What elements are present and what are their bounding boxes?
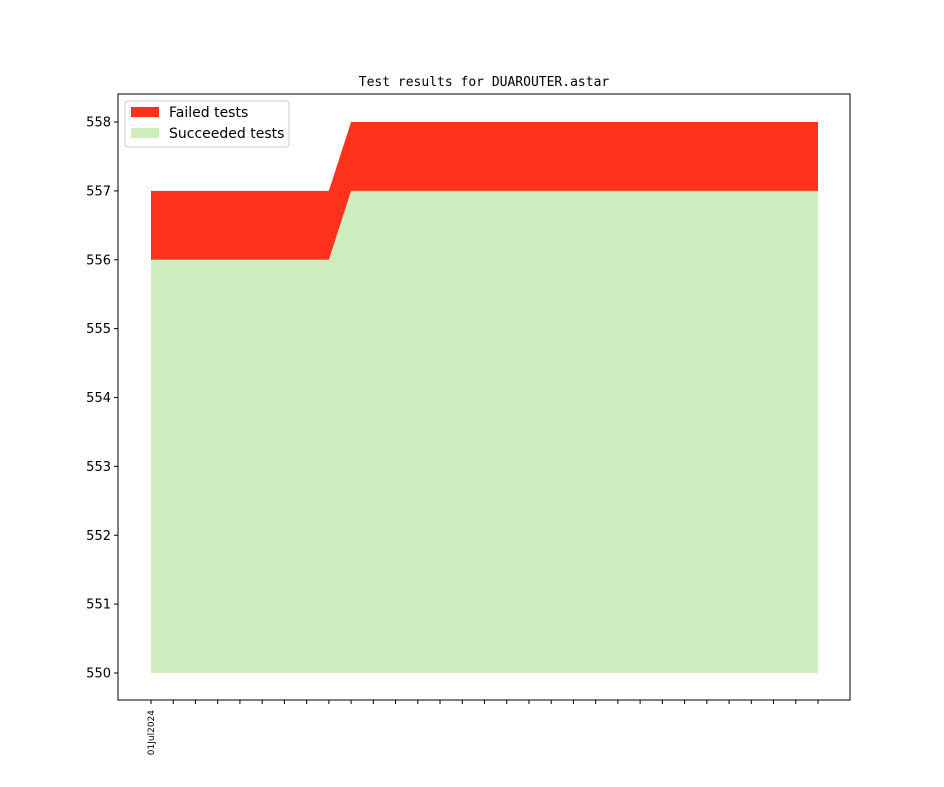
y-axis: 550 551 552 553 554 555 556 557 558 (86, 116, 118, 682)
y-tick-label: 551 (86, 598, 111, 613)
y-tick-label: 558 (86, 116, 111, 131)
y-tick-label: 554 (86, 391, 111, 406)
legend-label-succeeded: Succeeded tests (169, 126, 284, 142)
y-tick-label: 555 (86, 322, 111, 337)
y-tick-label: 552 (86, 529, 111, 544)
y-tick-label: 553 (86, 460, 111, 475)
legend: Failed tests Succeeded tests (124, 100, 290, 148)
legend-box (124, 100, 290, 148)
y-tick-label: 556 (86, 253, 111, 268)
y-tick-label: 557 (86, 184, 111, 199)
x-axis: 01Jul2024 (147, 700, 819, 755)
legend-swatch-succeeded (131, 128, 159, 138)
x-tick-label: 01Jul2024 (147, 710, 157, 755)
legend-label-failed: Failed tests (169, 105, 248, 121)
y-tick-label: 550 (86, 667, 111, 682)
succeeded-tests-area (151, 190, 818, 673)
legend-swatch-failed (131, 107, 159, 117)
chart-title: Test results for DUAROUTER.astar (359, 75, 610, 90)
failed-tests-area (151, 122, 818, 260)
plot-areas (151, 122, 818, 673)
